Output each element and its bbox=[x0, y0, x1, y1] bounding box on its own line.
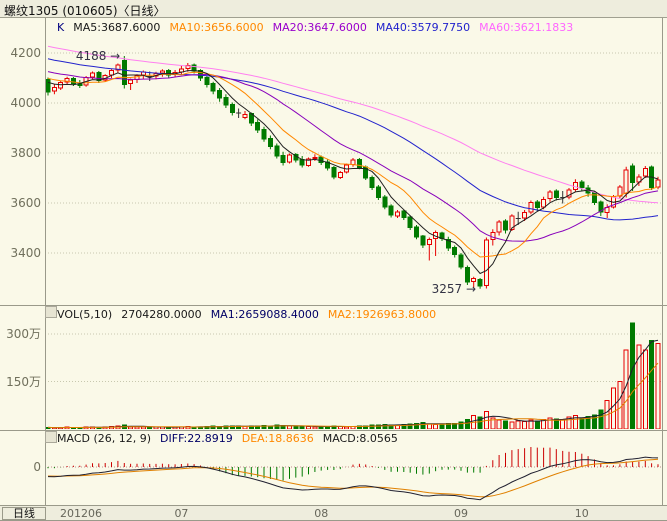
main-indicator-labels: K MA5:3687.6000 MA10:3656.6000 MA20:3647.60… bbox=[57, 21, 582, 35]
indicator-label: 2704280.0000 bbox=[121, 308, 202, 321]
price-axis-label: 3800 bbox=[10, 146, 41, 160]
indicator-label: DEA:18.8636 bbox=[241, 432, 314, 445]
indicator-label: MA2:1926963.8000 bbox=[327, 308, 437, 321]
macd-indicator-labels: MACD (26, 12, 9) DIFF:22.8919 DEA:18.8636 M… bbox=[57, 432, 407, 446]
svg-text:3257 →: 3257 → bbox=[432, 282, 476, 296]
price-axis-label: 4200 bbox=[10, 46, 41, 60]
volume-axis-label: 300万 bbox=[6, 327, 41, 341]
indicator-label: VOL(5,10) bbox=[57, 308, 113, 321]
macd-zero-label: 0 bbox=[33, 460, 41, 474]
indicator-label: MACD (26, 12, 9) bbox=[57, 432, 152, 445]
indicator-label: MACD:8.0565 bbox=[322, 432, 398, 445]
period-box[interactable]: 日线 bbox=[2, 507, 46, 520]
month-label: 201206 bbox=[60, 507, 102, 520]
month-label: 07 bbox=[174, 507, 189, 520]
svg-text:4188 →: 4188 → bbox=[76, 49, 120, 63]
window-title: 螺纹1305 (010605)〈日线〉 bbox=[4, 4, 166, 18]
indicator-label: K bbox=[57, 21, 65, 34]
indicator-label: MA10:3656.6000 bbox=[169, 21, 264, 34]
month-label: 09 bbox=[454, 507, 469, 520]
price-axis-label: 3400 bbox=[10, 246, 41, 260]
price-axis-label: 4000 bbox=[10, 96, 41, 110]
indicator-label: MA60:3621.1833 bbox=[479, 21, 574, 34]
volume-axis-label: 150万 bbox=[6, 374, 41, 389]
title-bar: 螺纹1305 (010605)〈日线〉 bbox=[0, 0, 667, 18]
indicator-label: MA20:3647.6000 bbox=[272, 21, 367, 34]
period-label: 日线 bbox=[13, 507, 35, 520]
month-label: 08 bbox=[314, 507, 329, 520]
price-axis-label: 3600 bbox=[10, 196, 41, 210]
indicator-label: DIFF:22.8919 bbox=[160, 432, 233, 445]
volume-indicator-labels: VOL(5,10) 2704280.0000 MA1:2659088.4000 MA2… bbox=[57, 308, 445, 322]
month-label: 10 bbox=[574, 507, 589, 520]
indicator-label: MA5:3687.6000 bbox=[73, 21, 161, 34]
indicator-label: MA40:3579.7750 bbox=[375, 21, 471, 34]
indicator-label: MA1:2659088.4000 bbox=[210, 308, 319, 321]
